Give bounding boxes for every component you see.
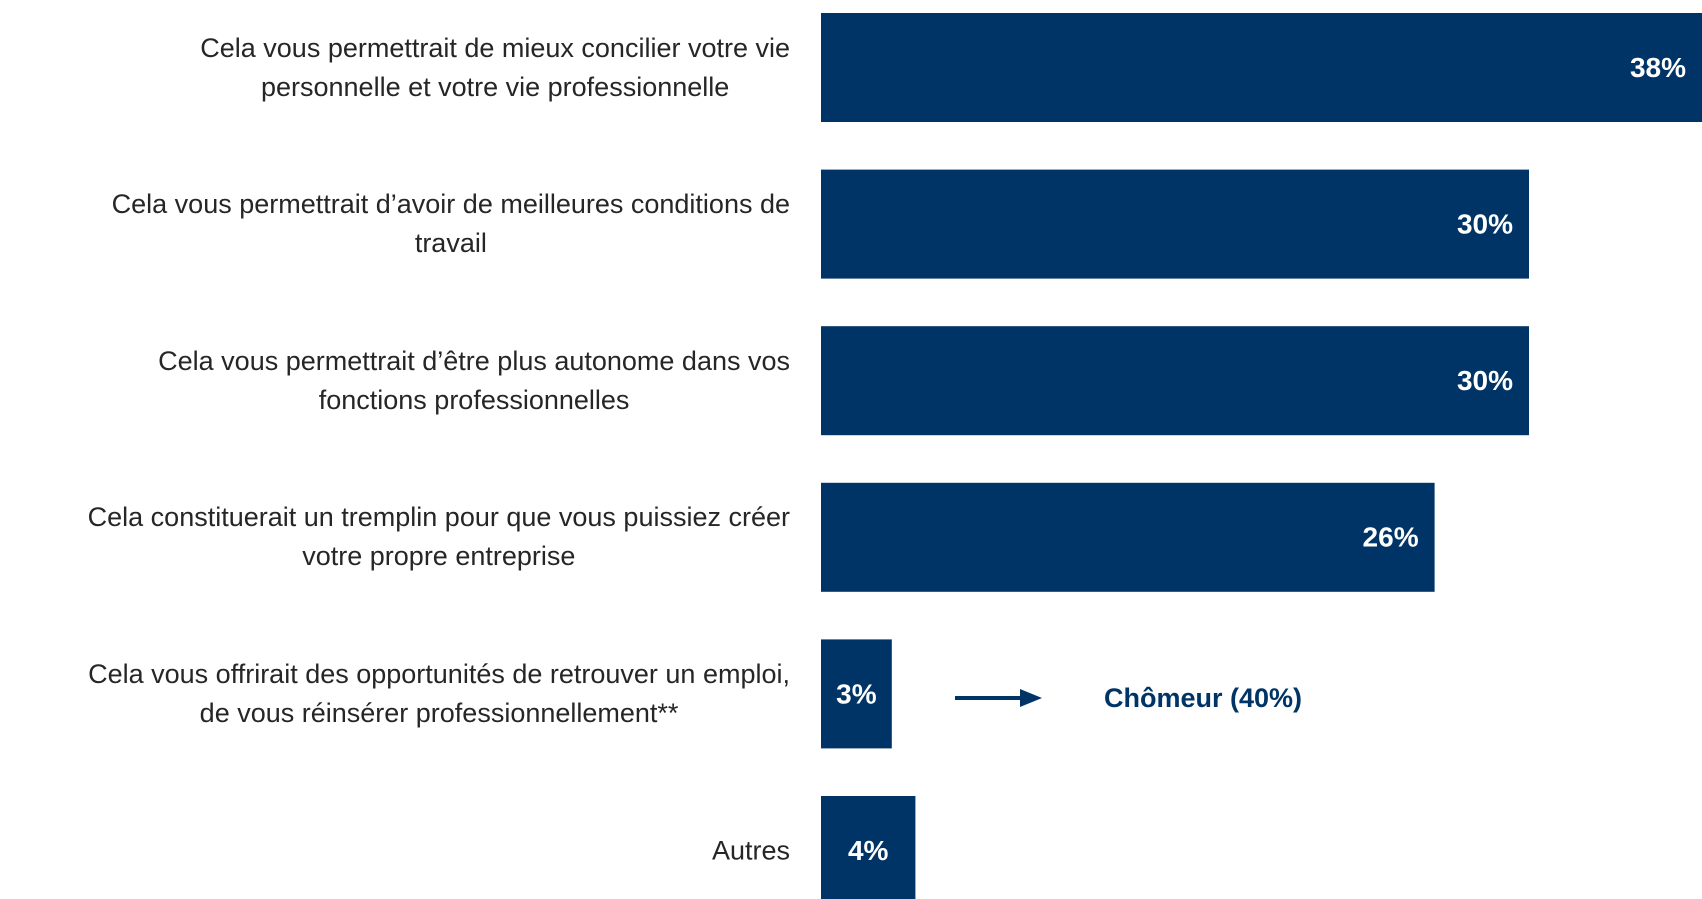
bar: [821, 796, 916, 899]
category-label: Cela vous permettrait d’être plus autono…: [158, 345, 790, 415]
value-label: 3%: [836, 678, 877, 709]
annotation: Chômeur (40%): [1104, 683, 1302, 713]
bar: [821, 326, 1529, 436]
arrow-head: [1020, 689, 1042, 707]
bar: [821, 639, 892, 749]
category-label: Cela vous permettrait de mieux concilier…: [200, 32, 790, 102]
bar: [821, 13, 1702, 122]
value-label: 30%: [1457, 365, 1513, 396]
value-label: 26%: [1363, 522, 1419, 553]
bar: [821, 482, 1435, 592]
category-label: Cela constituerait un tremplin pour que …: [87, 502, 790, 572]
value-label: 4%: [848, 835, 889, 866]
category-label: Cela vous offrirait des opportunités de …: [88, 658, 790, 728]
value-label: 30%: [1457, 208, 1513, 239]
bar: [821, 169, 1529, 279]
category-label: Cela vous permettrait d’avoir de meilleu…: [111, 189, 790, 259]
category-label: Autres: [711, 835, 790, 865]
value-label: 38%: [1630, 52, 1686, 83]
